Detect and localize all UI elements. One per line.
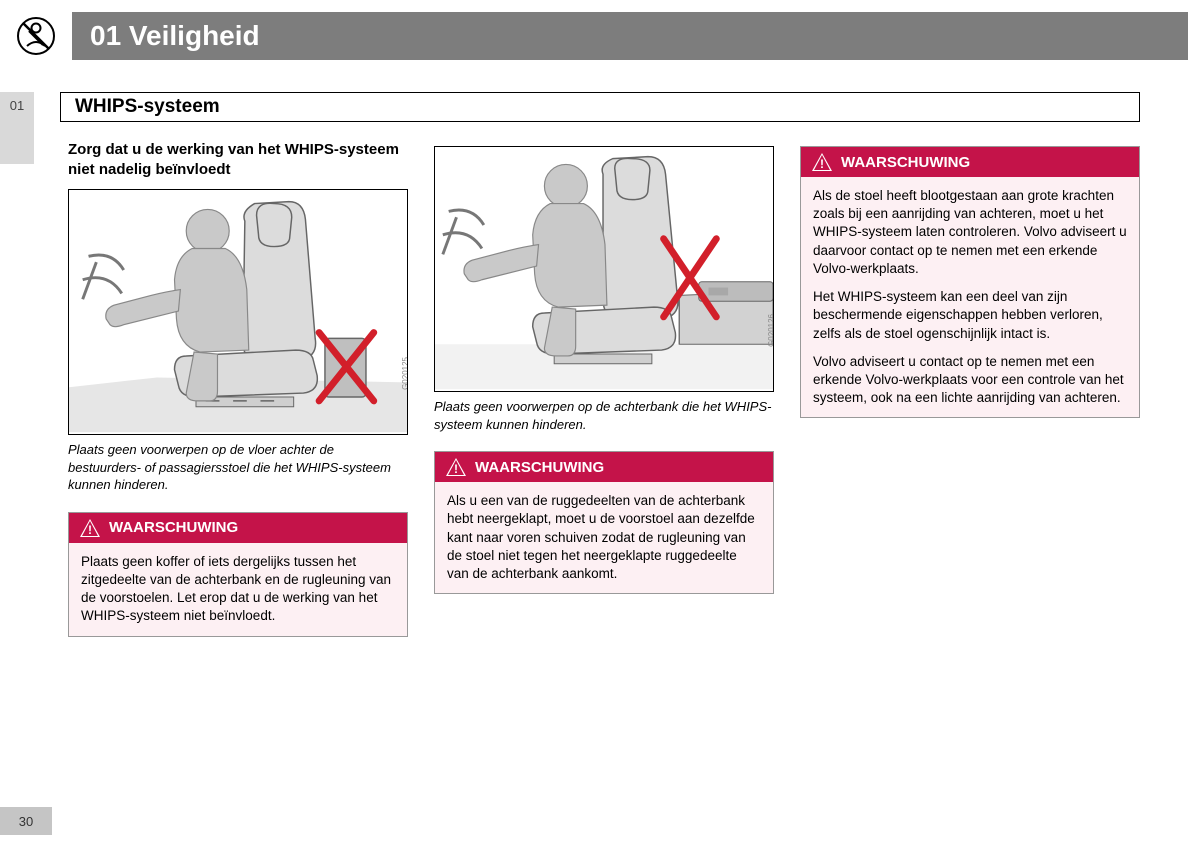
warning-triangle-icon: ! (79, 518, 101, 538)
warning-2-title: WAARSCHUWING (475, 459, 604, 476)
figure-1: G020125 (68, 189, 408, 435)
figure-2-caption: Plaats geen voorwerpen op de achterbank … (434, 398, 774, 433)
col1-subheading: Zorg dat u de werking van het WHIPS-syst… (68, 140, 408, 179)
content-columns: Zorg dat u de werking van het WHIPS-syst… (68, 140, 1140, 637)
warning-box-1: ! WAARSCHUWING Plaats geen koffer of iet… (68, 512, 408, 637)
figure-2-code: G020126 (767, 314, 774, 347)
svg-text:!: ! (454, 462, 458, 476)
page-number: 30 (0, 807, 52, 835)
warning-box-2: ! WAARSCHUWING Als u een van de ruggedee… (434, 451, 774, 594)
warning-triangle-icon: ! (445, 457, 467, 477)
section-heading-bar: WHIPS-systeem (60, 92, 1140, 122)
warning-1-body: Plaats geen koffer of iets dergelijks tu… (69, 543, 407, 636)
side-tab-label: 01 (10, 98, 24, 113)
figure-1-code: G020125 (401, 357, 408, 390)
warning-2-header: ! WAARSCHUWING (435, 452, 773, 482)
figure-2: G020126 (434, 146, 774, 392)
warning-1-title: WAARSCHUWING (109, 519, 238, 536)
warning-3-title: WAARSCHUWING (841, 154, 970, 171)
seatbelt-crossout-icon (0, 12, 72, 60)
warning-3-header: ! WAARSCHUWING (801, 147, 1139, 177)
column-2: G020126 Plaats geen voorwerpen op de ach… (434, 140, 774, 637)
svg-text:!: ! (820, 157, 824, 171)
column-3: ! WAARSCHUWING Als de stoel heeft blootg… (800, 146, 1140, 637)
warning-triangle-icon: ! (811, 152, 833, 172)
warning-1-header: ! WAARSCHUWING (69, 513, 407, 543)
chapter-title: 01 Veiligheid (90, 20, 260, 52)
svg-text:!: ! (88, 523, 92, 537)
warning-2-body: Als u een van de ruggedeelten van de ach… (435, 482, 773, 593)
column-1: Zorg dat u de werking van het WHIPS-syst… (68, 140, 408, 637)
warning-3-body: Als de stoel heeft blootgestaan aan grot… (801, 177, 1139, 417)
chapter-header: 01 Veiligheid (0, 12, 1188, 60)
figure-1-caption: Plaats geen voorwerpen op de vloer achte… (68, 441, 408, 494)
section-title: WHIPS-systeem (75, 96, 220, 118)
warning-box-3: ! WAARSCHUWING Als de stoel heeft blootg… (800, 146, 1140, 418)
side-tab: 01 (0, 92, 34, 164)
